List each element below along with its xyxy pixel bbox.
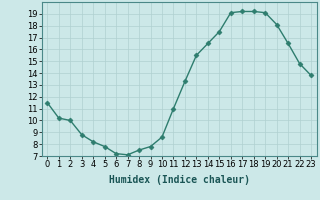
X-axis label: Humidex (Indice chaleur): Humidex (Indice chaleur) — [109, 175, 250, 185]
